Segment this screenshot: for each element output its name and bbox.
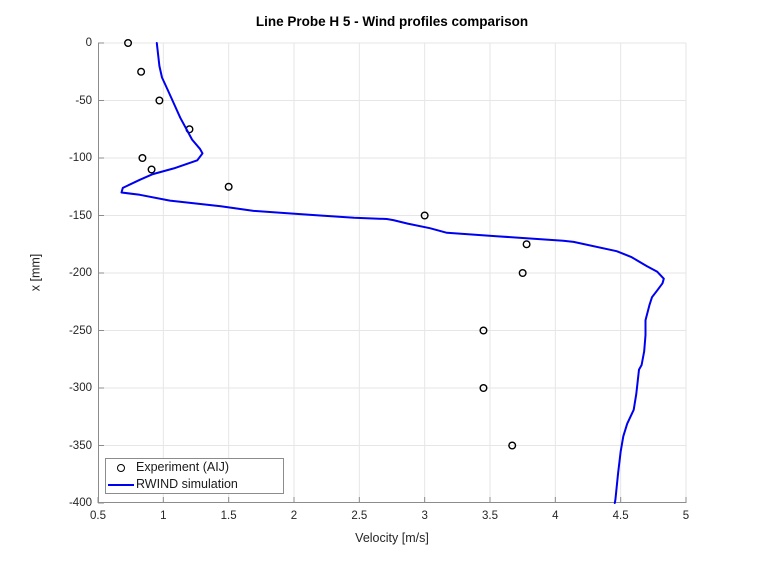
- x-tick-label: 1: [160, 510, 167, 522]
- experiment-point: [124, 39, 133, 47]
- y-tick-label: -100: [68, 152, 92, 164]
- experiment-point: [479, 326, 488, 335]
- x-tick-label: 4: [552, 510, 559, 522]
- y-tick-label: -50: [75, 94, 92, 107]
- x-tick-label: 4.5: [612, 510, 629, 522]
- x-tick-label: 3.5: [482, 510, 498, 522]
- experiment-point: [420, 211, 429, 220]
- y-tick-label: 0: [85, 37, 92, 49]
- experiment-point: [479, 384, 488, 393]
- experiment-point: [224, 182, 233, 191]
- x-tick-label: 2: [290, 510, 298, 522]
- x-tick-label: 0.5: [90, 510, 106, 522]
- y-tick-label: -200: [68, 267, 92, 279]
- y-axis-label: x [mm]: [28, 253, 43, 292]
- x-tick-label: 5: [682, 510, 690, 522]
- x-tick-label: 3: [421, 510, 428, 522]
- plot-area: [97, 39, 687, 504]
- experiment-point: [155, 96, 164, 105]
- y-tick-label: -400: [68, 497, 92, 509]
- legend-label-experiment: Experiment (AIJ): [136, 460, 230, 474]
- legend-item-simulation: RWIND simulation: [106, 476, 283, 493]
- experiment-point: [522, 240, 531, 249]
- x-tick-label: 1.5: [220, 510, 237, 522]
- experiment-point: [138, 153, 147, 162]
- plot-canvas: [97, 39, 687, 504]
- legend-box: Experiment (AIJ) RWIND simulation: [105, 458, 284, 494]
- circle-marker-icon: [106, 463, 136, 472]
- x-axis-label: Velocity [m/s]: [355, 531, 429, 545]
- experiment-point: [137, 67, 146, 76]
- y-tick-label: -250: [68, 324, 92, 337]
- y-tick-label: -350: [68, 439, 92, 452]
- experiment-point: [147, 165, 156, 174]
- legend-item-experiment: Experiment (AIJ): [106, 459, 283, 476]
- x-tick-label: 2.5: [351, 510, 368, 522]
- chart-title: Line Probe H 5 - Wind profiles compariso…: [255, 14, 529, 29]
- y-tick-label: -150: [68, 209, 92, 222]
- line-marker-icon: [106, 483, 136, 486]
- experiment-point: [508, 441, 517, 450]
- experiment-point: [518, 268, 527, 277]
- legend-label-simulation: RWIND simulation: [136, 477, 238, 491]
- y-tick-label: -300: [68, 382, 92, 394]
- simulation-curve: [120, 42, 665, 504]
